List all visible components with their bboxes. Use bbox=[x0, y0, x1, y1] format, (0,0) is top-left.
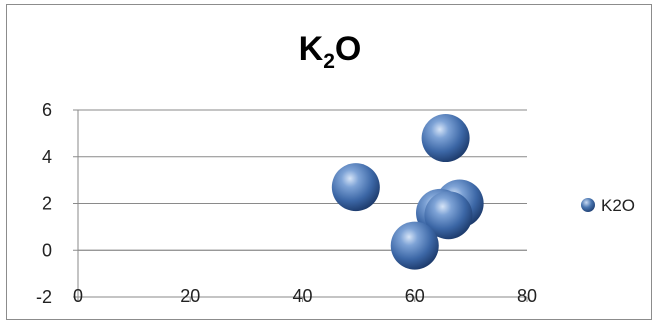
chart-title-base: K bbox=[298, 30, 324, 68]
y-tick-label--2: -2 bbox=[36, 287, 52, 307]
x-tick-label-20: 20 bbox=[180, 286, 200, 306]
legend-label-k2o: K2O bbox=[601, 196, 635, 215]
axes bbox=[73, 109, 528, 302]
chart-title-subscript: 2 bbox=[323, 49, 335, 73]
chart-title-suffix: O bbox=[334, 30, 362, 68]
y-tick-label-6: 6 bbox=[42, 100, 52, 120]
y-tick-label-2: 2 bbox=[42, 194, 52, 214]
x-tick-label-0: 0 bbox=[73, 286, 83, 306]
chart-title: K2O bbox=[0, 30, 660, 74]
x-tick-label-40: 40 bbox=[292, 286, 312, 306]
data-point-0-5 bbox=[390, 221, 439, 270]
x-tick-label-60: 60 bbox=[405, 286, 425, 306]
legend-marker bbox=[581, 198, 595, 212]
data-point-0-0 bbox=[331, 163, 380, 212]
x-tick-label-80: 80 bbox=[517, 286, 537, 306]
data-points bbox=[331, 114, 484, 270]
chart-frame bbox=[6, 4, 652, 320]
y-tick-label-0: 0 bbox=[42, 240, 52, 260]
y-tick-label-4: 4 bbox=[42, 147, 52, 167]
data-point-0-1 bbox=[421, 114, 470, 163]
data-point-0-4 bbox=[424, 191, 473, 240]
legend: K2O bbox=[581, 196, 635, 215]
